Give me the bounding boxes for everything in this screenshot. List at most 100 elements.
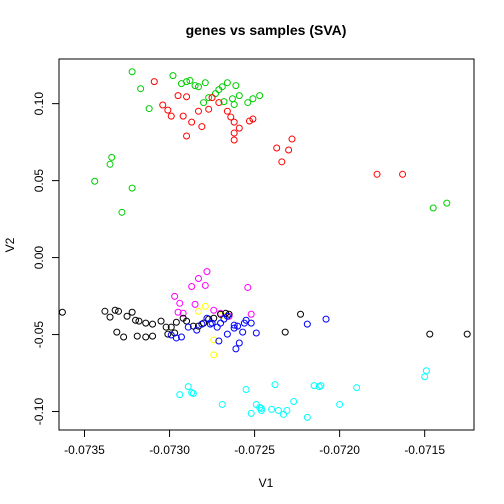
data-point bbox=[172, 318, 180, 326]
data-point bbox=[285, 146, 293, 154]
data-point bbox=[223, 312, 231, 320]
data-point bbox=[230, 321, 238, 329]
data-point bbox=[244, 283, 252, 291]
data-point bbox=[235, 124, 243, 132]
data-point bbox=[281, 328, 289, 336]
data-point bbox=[215, 337, 223, 345]
data-point bbox=[422, 367, 430, 375]
x-tick-label: -0.0730 bbox=[149, 443, 190, 457]
data-point bbox=[247, 409, 255, 417]
data-point bbox=[310, 382, 318, 390]
data-point bbox=[322, 315, 330, 323]
data-point bbox=[176, 391, 184, 399]
data-point bbox=[183, 132, 191, 140]
data-point bbox=[167, 323, 175, 331]
y-tick-label: -0.10 bbox=[32, 398, 46, 426]
data-point bbox=[230, 129, 238, 137]
data-point bbox=[210, 314, 218, 322]
data-point bbox=[137, 85, 145, 93]
data-point bbox=[179, 112, 187, 120]
data-point bbox=[218, 311, 226, 319]
data-point bbox=[198, 123, 206, 131]
data-point bbox=[235, 92, 243, 100]
data-point bbox=[145, 105, 153, 113]
data-point bbox=[249, 115, 257, 123]
data-point bbox=[230, 118, 238, 126]
data-point bbox=[336, 400, 344, 408]
data-point bbox=[171, 292, 179, 300]
data-point bbox=[429, 204, 437, 212]
data-point bbox=[164, 106, 172, 114]
data-point bbox=[188, 283, 196, 291]
data-point bbox=[174, 308, 182, 316]
data-point bbox=[184, 323, 192, 331]
data-point bbox=[200, 99, 208, 107]
data-point bbox=[184, 383, 192, 391]
data-point bbox=[179, 309, 187, 317]
data-point bbox=[373, 170, 381, 178]
data-point bbox=[268, 405, 276, 413]
data-point bbox=[280, 410, 288, 418]
data-point bbox=[203, 268, 211, 276]
data-point bbox=[176, 299, 184, 307]
data-point bbox=[203, 314, 211, 322]
chart-title: genes vs samples (SVA) bbox=[186, 22, 347, 38]
y-tick-label: 0.10 bbox=[32, 92, 46, 116]
data-point bbox=[278, 158, 286, 166]
data-point bbox=[201, 79, 209, 87]
data-point bbox=[128, 68, 136, 76]
data-point bbox=[167, 331, 175, 339]
data-point bbox=[303, 320, 311, 328]
data-point bbox=[257, 406, 265, 414]
data-point bbox=[183, 93, 191, 101]
data-point bbox=[132, 316, 140, 324]
data-point bbox=[186, 77, 194, 85]
x-tick-label: -0.0715 bbox=[404, 443, 445, 457]
x-axis: -0.0735 -0.0730 -0.0725 -0.0720 -0.0715 bbox=[64, 429, 445, 457]
data-point bbox=[234, 322, 242, 330]
data-point bbox=[217, 319, 225, 327]
y-tick-label: 0.00 bbox=[32, 246, 46, 270]
data-point bbox=[210, 306, 218, 314]
data-point bbox=[257, 404, 265, 412]
data-point bbox=[171, 329, 179, 337]
x-tick-label: -0.0725 bbox=[234, 443, 275, 457]
data-point bbox=[149, 332, 157, 340]
data-point bbox=[210, 351, 218, 359]
data-point bbox=[399, 170, 407, 178]
data-point bbox=[194, 322, 202, 330]
data-point bbox=[217, 310, 225, 318]
data-point bbox=[353, 384, 361, 392]
data-point bbox=[274, 406, 282, 414]
data-point bbox=[227, 113, 235, 121]
data-point bbox=[159, 101, 167, 109]
data-point bbox=[91, 177, 99, 185]
data-point bbox=[303, 413, 311, 421]
data-point bbox=[211, 90, 219, 98]
data-point bbox=[205, 105, 213, 113]
data-point bbox=[194, 83, 202, 91]
data-point bbox=[225, 310, 233, 318]
data-point bbox=[256, 92, 264, 100]
data-point bbox=[208, 94, 216, 102]
data-point bbox=[252, 329, 260, 337]
data-point bbox=[210, 336, 218, 344]
data-point bbox=[106, 160, 114, 168]
data-point bbox=[201, 302, 209, 310]
data-point bbox=[135, 317, 143, 325]
data-point bbox=[223, 79, 231, 87]
data-point bbox=[317, 382, 325, 390]
data-point bbox=[169, 72, 177, 80]
data-point bbox=[208, 319, 216, 327]
data-point bbox=[271, 381, 279, 389]
data-point bbox=[194, 107, 202, 115]
data-point bbox=[215, 99, 223, 107]
data-point bbox=[194, 307, 202, 315]
data-point bbox=[128, 308, 136, 316]
data-point bbox=[167, 112, 175, 120]
data-point bbox=[191, 82, 199, 90]
data-point bbox=[288, 135, 296, 143]
x-tick-label: -0.0720 bbox=[319, 443, 360, 457]
data-point bbox=[218, 83, 226, 91]
